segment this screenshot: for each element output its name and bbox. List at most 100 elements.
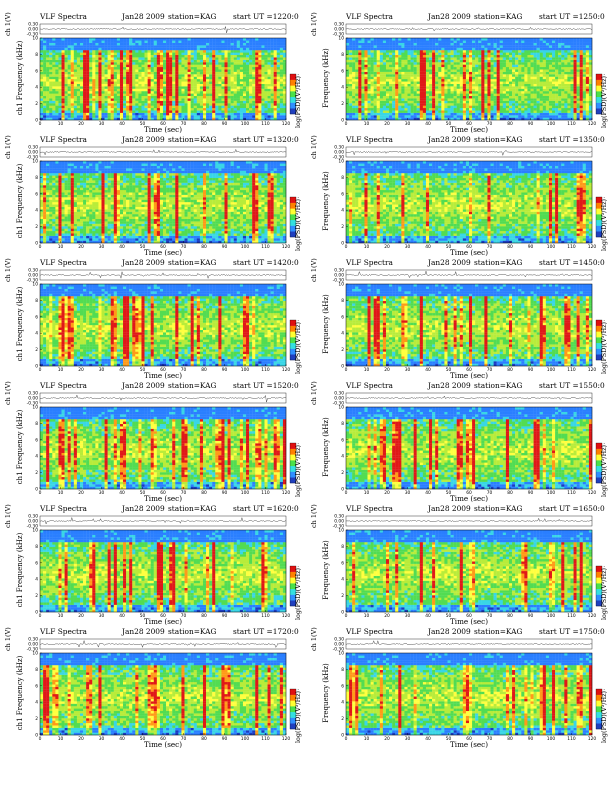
spectrogram-cell <box>159 79 164 82</box>
spectrogram-cell <box>116 40 121 43</box>
spectrogram-cell <box>193 69 197 72</box>
spectrogram-cell <box>175 81 179 84</box>
spectrogram-cell <box>113 66 118 70</box>
spectrogram-cell <box>487 76 491 80</box>
spectrogram-cell <box>172 117 176 121</box>
spectrogram-cell <box>135 110 139 113</box>
spectrogram-cell <box>43 76 47 80</box>
spectrogram-cell <box>276 54 280 58</box>
spectrogram-cell <box>209 54 213 58</box>
spectrogram-cell <box>518 45 522 48</box>
spectrogram-cell <box>487 71 491 75</box>
spectrogram-cell <box>166 76 170 80</box>
spectrogram-cell <box>261 115 265 118</box>
spectrogram-cell <box>153 69 158 72</box>
spectrogram-cell <box>499 79 503 82</box>
spectrogram-cell <box>230 79 234 82</box>
spectrogram-cell <box>193 93 197 97</box>
spectrogram-cell <box>193 103 197 106</box>
spectrogram-cell <box>459 76 464 80</box>
spectrogram-cell <box>58 81 62 84</box>
spectrogram-cell <box>43 71 47 75</box>
spectrogram-cell <box>416 81 420 84</box>
spectrogram-cell <box>419 66 424 70</box>
spectrogram-cell <box>481 50 485 53</box>
spectrogram-cell <box>273 83 277 87</box>
spectrogram-cell <box>43 42 47 46</box>
spectrogram-cell <box>227 110 231 113</box>
spectrogram-cell <box>242 110 247 113</box>
spectrogram-cell <box>144 52 148 56</box>
spectrogram-cell <box>55 74 59 77</box>
spectrogram-cell <box>261 69 265 72</box>
spectrogram-cell <box>190 42 194 46</box>
spectrogram-cell <box>499 54 503 58</box>
spectrogram-cell <box>484 112 488 116</box>
spectrogram-cell <box>505 76 510 80</box>
spectrogram-cell <box>156 74 161 77</box>
spectrogram-cell <box>432 40 436 43</box>
spectrogram-cell <box>524 76 528 80</box>
spectrogram-cell <box>187 117 191 121</box>
spectrogram-cell <box>382 74 387 77</box>
spectrogram-cell <box>159 103 164 106</box>
spectrogram-cell <box>346 93 350 97</box>
spectrogram-cell <box>49 71 53 75</box>
spectrogram-cell <box>163 47 167 51</box>
spectrogram-cell <box>441 47 445 51</box>
spectrogram-cell <box>187 40 191 43</box>
spectrogram-cell <box>113 69 118 72</box>
spectrogram-cell <box>123 105 127 109</box>
spectrogram-cell <box>419 98 424 101</box>
spectrogram-cell <box>261 66 265 70</box>
spectrogram-cell <box>422 71 427 75</box>
spectrogram-cell <box>123 52 127 56</box>
spectrogram-cell <box>490 81 494 84</box>
spectrogram-cell <box>490 83 494 87</box>
spectrogram-cell <box>67 54 71 58</box>
spectrogram-cell <box>206 117 210 121</box>
spectrogram-cell <box>425 71 430 75</box>
spectrogram-cell <box>64 93 68 97</box>
spectrogram-cell <box>349 50 353 53</box>
spectrogram-cell <box>98 69 102 72</box>
spectrogram-cell <box>206 110 210 113</box>
spectrogram-cell <box>141 50 145 53</box>
spectrogram-cell <box>79 69 84 72</box>
spectrogram-cell <box>98 86 102 89</box>
spectrogram-cell <box>52 45 56 48</box>
spectrogram-cell <box>270 110 274 113</box>
spectrogram-cell <box>487 64 491 68</box>
spectrogram-cell <box>230 115 234 118</box>
spectrogram-cell <box>249 79 253 82</box>
spectrogram-cell <box>404 115 408 118</box>
spectrogram-cell <box>484 59 488 63</box>
spectrogram-cell <box>212 62 216 65</box>
spectrogram-cell <box>505 40 510 43</box>
spectrogram-cell <box>416 74 420 77</box>
x-axis-label: Time (sec) <box>123 125 203 134</box>
spectrogram-cell <box>153 50 158 53</box>
spectrogram-cell <box>382 110 387 113</box>
spectrogram-cell <box>224 69 228 72</box>
spectrogram-cell <box>404 100 408 104</box>
spectrogram-cell <box>422 42 427 46</box>
spectrogram-cell <box>361 69 365 72</box>
spectrogram-cell <box>379 103 384 106</box>
spectrogram-cell <box>459 110 464 113</box>
spectrogram-cell <box>135 107 139 111</box>
spectrogram-cell <box>459 81 464 84</box>
spectrogram-cell <box>86 40 90 43</box>
spectrogram-cell <box>163 117 167 121</box>
spectrogram-cell <box>475 95 479 99</box>
spectrogram-cell <box>196 42 201 46</box>
spectrogram-cell <box>493 81 497 84</box>
spectrogram-cell <box>261 42 265 46</box>
spectrogram-cell <box>135 42 139 46</box>
spectrogram-cell <box>429 50 433 53</box>
spectrogram-cell <box>181 105 185 109</box>
spectrogram-cell <box>407 57 411 60</box>
spectrogram-cell <box>367 112 371 116</box>
spectrogram-cell <box>126 112 130 116</box>
spectrogram-cell <box>242 40 247 43</box>
